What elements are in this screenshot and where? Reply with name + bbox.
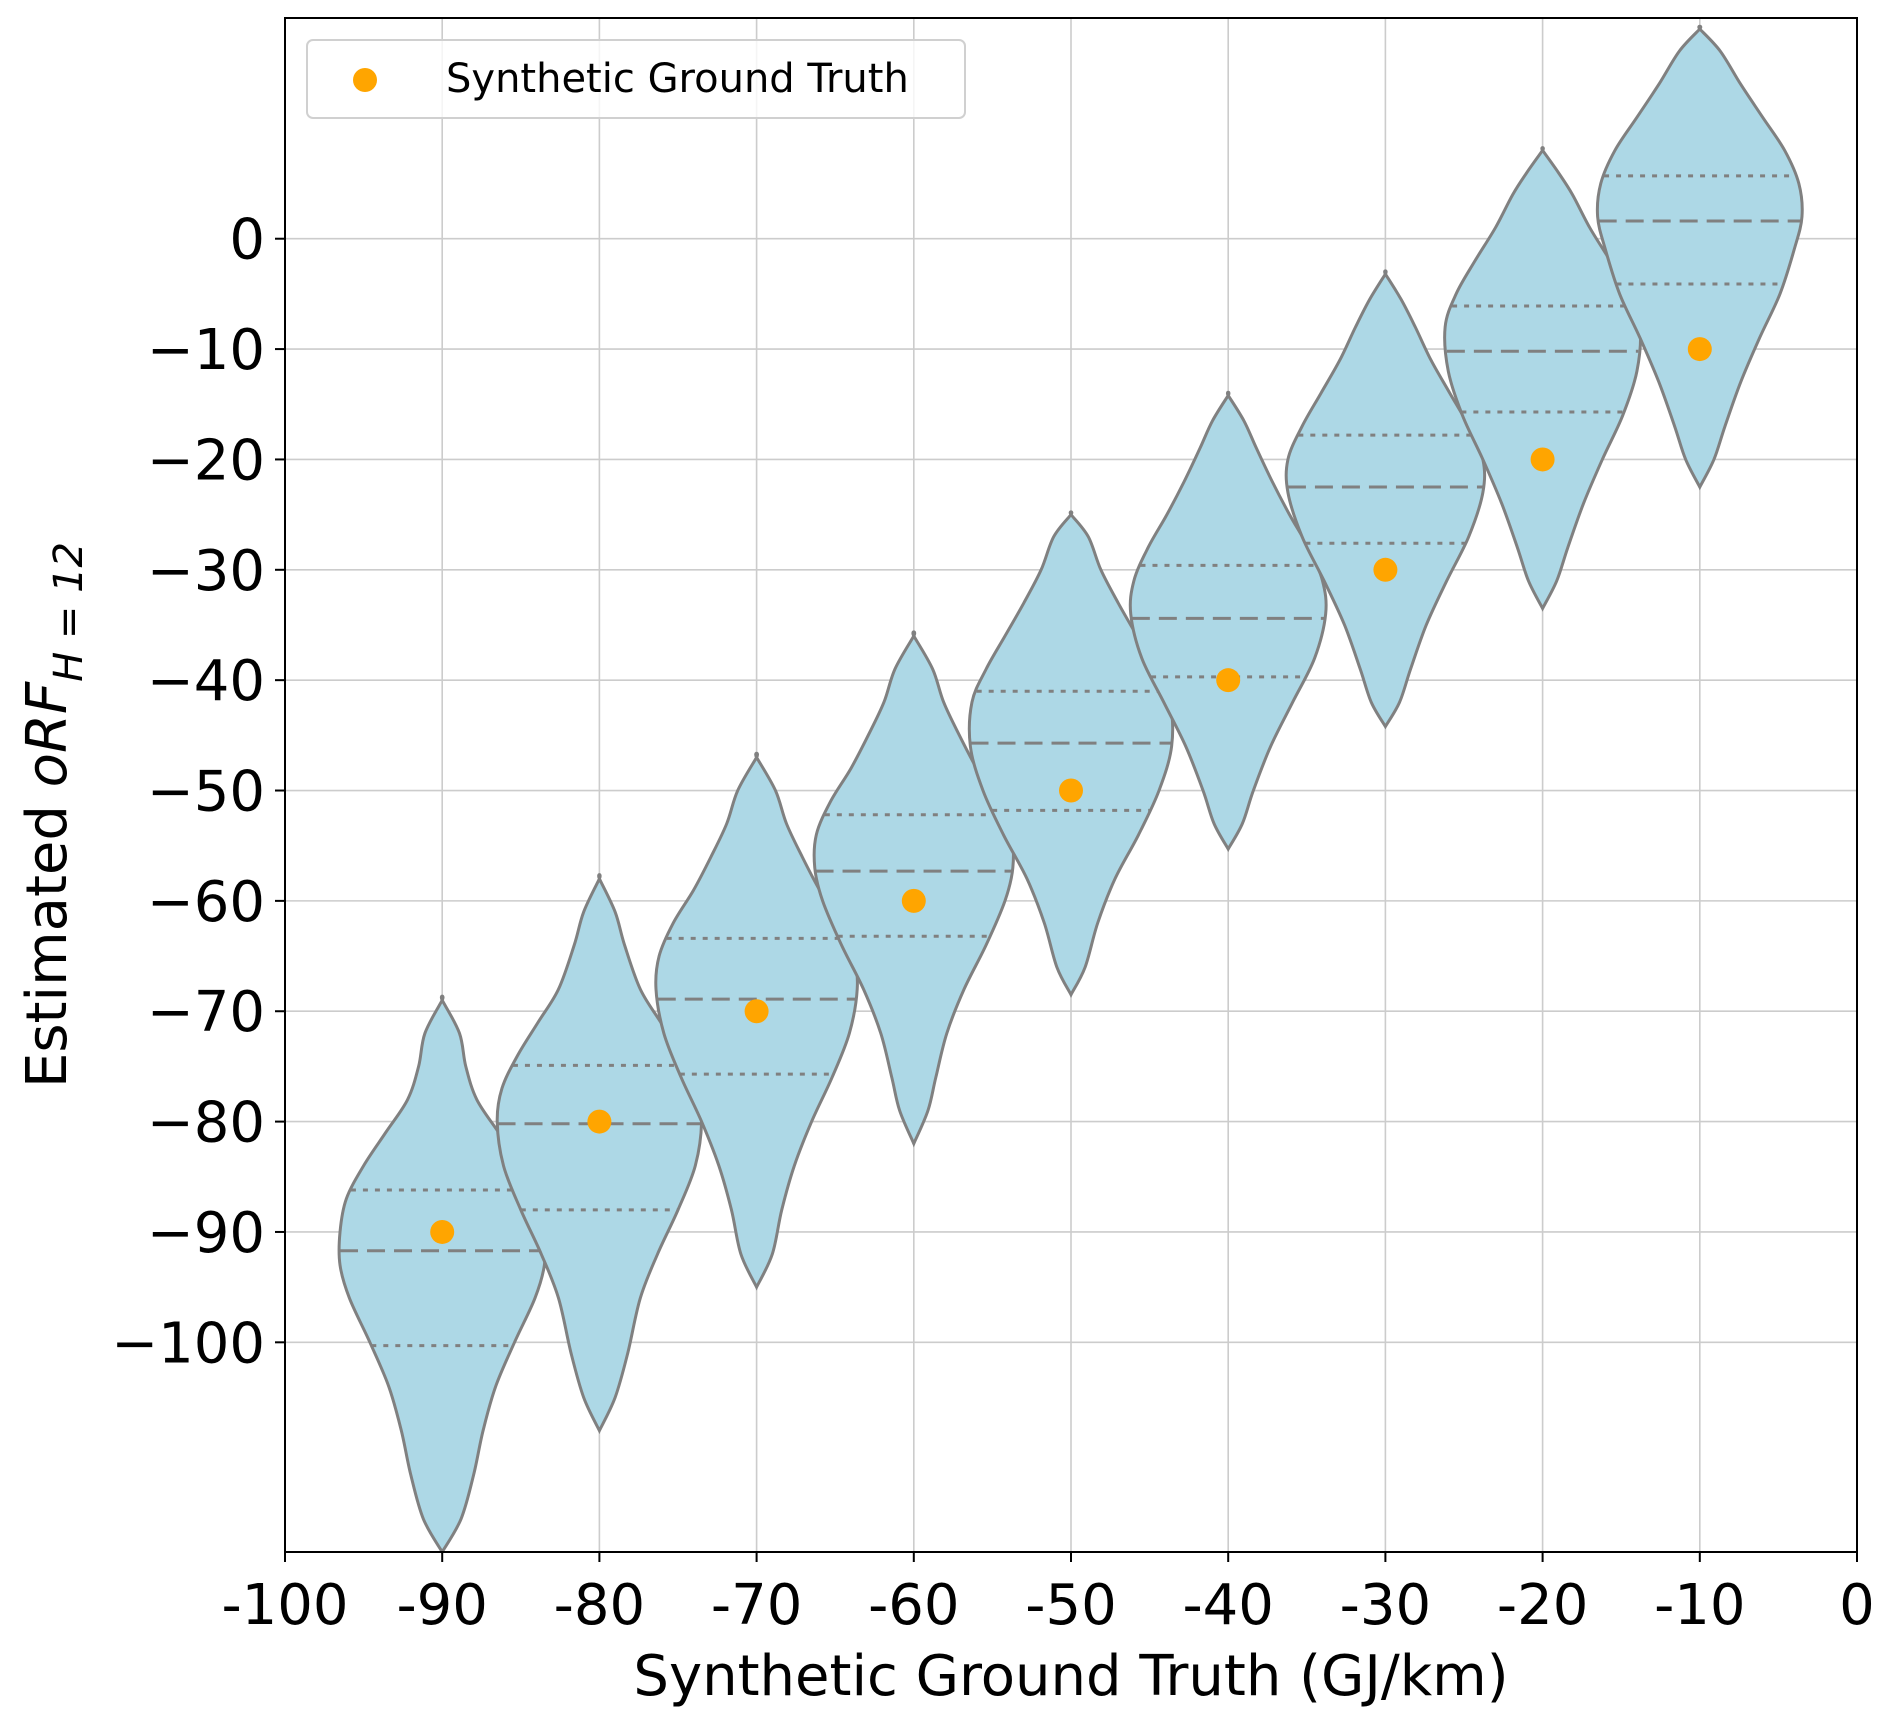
- violin-body: [1595, 24, 1804, 491]
- violin-body: [1443, 146, 1643, 612]
- violin-body: [812, 630, 1015, 1148]
- ground-truth-point: [1530, 447, 1555, 472]
- y-tick-label: −70: [147, 980, 265, 1045]
- y-tick-label: −100: [111, 1311, 265, 1376]
- violin: [812, 630, 1015, 1148]
- violin: [1128, 390, 1328, 853]
- y-tick-label: −20: [147, 428, 265, 493]
- y-axis-label-prefix: Estimated: [15, 787, 80, 1088]
- x-axis-ticks: -100 -90 -80 -70 -60 -50 -40 -30 -20 -10 0: [221, 1552, 1875, 1638]
- legend-label: Synthetic Ground Truth: [446, 56, 909, 102]
- legend-box: [306, 39, 966, 119]
- ground-truth-point: [1216, 668, 1241, 693]
- x-axis-label: Synthetic Ground Truth (GJ/km): [633, 1644, 1508, 1709]
- violin-body: [967, 510, 1175, 998]
- x-tick-label: -10: [1654, 1573, 1745, 1638]
- y-tick-label: 0: [229, 208, 265, 273]
- legend: Synthetic Ground Truth: [306, 39, 966, 119]
- violin-body: [337, 994, 547, 1556]
- y-tick-label: −10: [147, 318, 265, 383]
- violin: [1595, 24, 1804, 491]
- x-tick-label: -60: [868, 1573, 959, 1638]
- x-tick-label: -100: [221, 1573, 348, 1638]
- violin: [1443, 146, 1643, 612]
- y-tick-label: −90: [147, 1201, 265, 1266]
- ground-truth-point: [587, 1109, 612, 1134]
- violin: [967, 510, 1175, 998]
- violin: [337, 994, 547, 1556]
- y-axis-ticks: 0 −10 −20 −30 −40 −50 −60 −70 −80 −90 −100: [111, 208, 285, 1376]
- y-tick-label: −30: [147, 539, 265, 604]
- y-tick-label: −40: [147, 649, 265, 714]
- ground-truth-point: [1059, 778, 1083, 803]
- x-tick-label: -30: [1340, 1573, 1431, 1638]
- x-tick-label: -80: [554, 1573, 645, 1638]
- violin: [1284, 269, 1487, 730]
- x-tick-label: -70: [711, 1573, 802, 1638]
- x-tick-label: 0: [1839, 1573, 1875, 1638]
- y-axis-label: Estimated oRFH = 12: [15, 542, 92, 1088]
- ground-truth-markers: [430, 337, 1712, 1244]
- x-tick-label: -20: [1497, 1573, 1588, 1638]
- ground-truth-point: [1373, 557, 1398, 582]
- violin-body: [1284, 269, 1487, 730]
- legend-marker: [353, 68, 377, 92]
- violin-body: [495, 873, 704, 1435]
- y-tick-label: −80: [147, 1091, 265, 1156]
- y-tick-label: −50: [147, 760, 265, 825]
- violin: [495, 873, 704, 1435]
- violin-body: [1128, 390, 1328, 853]
- x-tick-label: -50: [1025, 1573, 1116, 1638]
- ground-truth-point: [1687, 337, 1712, 362]
- ground-truth-point: [901, 888, 926, 913]
- ground-truth-point: [430, 1219, 455, 1244]
- y-tick-label: −60: [147, 870, 265, 935]
- ground-truth-point: [744, 999, 769, 1024]
- y-axis-label-subscript: H = 12: [46, 542, 92, 682]
- y-axis-label-symbol: oRF: [15, 681, 80, 787]
- x-tick-label: -90: [396, 1573, 487, 1638]
- x-tick-label: -40: [1182, 1573, 1273, 1638]
